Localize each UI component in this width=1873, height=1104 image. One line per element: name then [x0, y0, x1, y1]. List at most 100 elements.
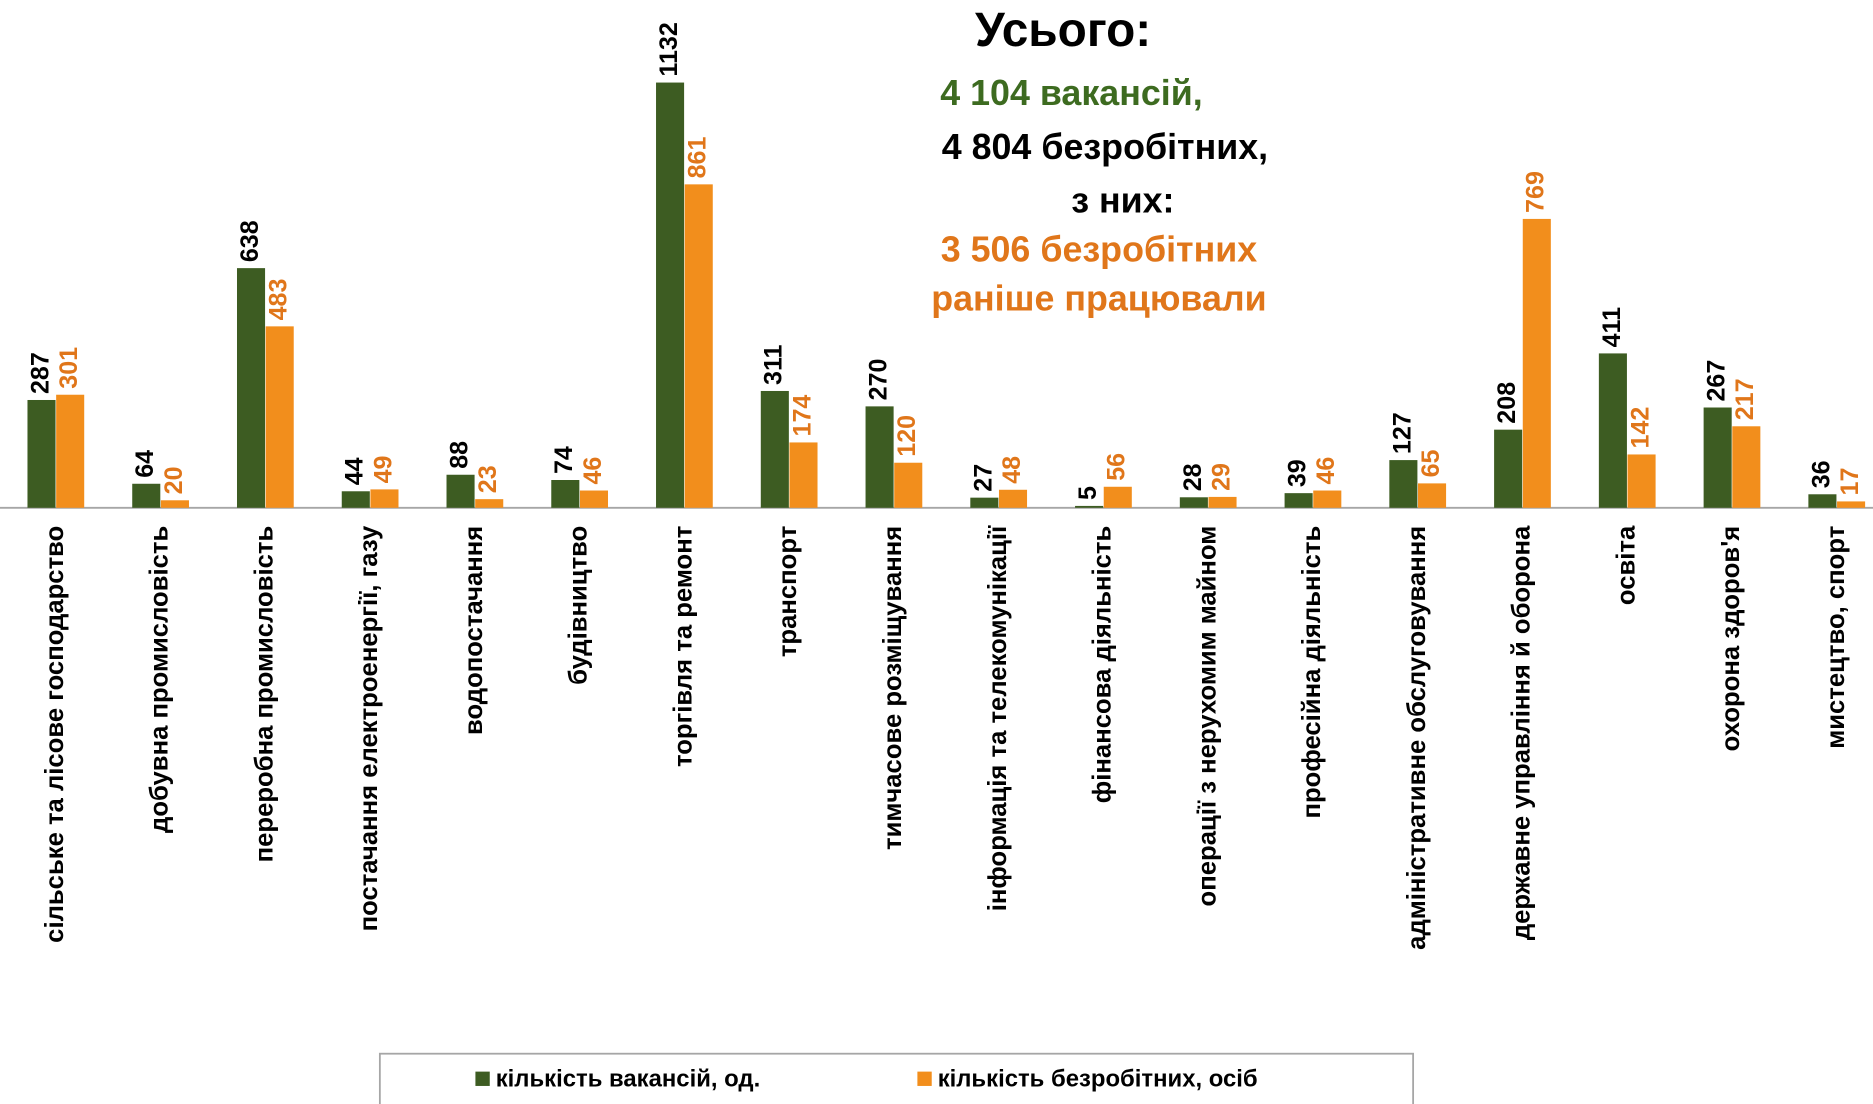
legend-box: [378, 1052, 1415, 1104]
x-tick-label: водопостачання: [460, 526, 488, 735]
x-tick-label: фінансова діяльність: [1089, 526, 1117, 803]
value-label: 74: [550, 446, 578, 474]
value-label: 28: [1179, 463, 1207, 491]
value-label: 48: [998, 456, 1026, 484]
x-tick-label: операції з нерухомим майном: [1193, 526, 1221, 907]
x-tick-label: інформація та телекомунікації: [984, 525, 1012, 911]
value-label: 174: [788, 395, 816, 437]
annotation: 4 104 вакансій,: [940, 73, 1202, 113]
x-tick-label: торгівля та ремонт: [669, 526, 697, 767]
x-tick-label: освіта: [1612, 525, 1640, 605]
x-tick-label: добувна промисловість: [146, 526, 174, 833]
bar: [865, 406, 894, 508]
x-tick-label: професійна діяльність: [1298, 526, 1326, 819]
value-label: 411: [1598, 307, 1626, 348]
annotation: раніше працювали: [931, 279, 1267, 319]
value-label: 49: [369, 455, 397, 483]
bar: [1418, 483, 1447, 508]
value-label: 27: [969, 464, 997, 492]
value-label: 127: [1388, 412, 1416, 454]
value-label: 56: [1103, 453, 1131, 481]
bar: [579, 490, 609, 508]
bar: [1494, 429, 1523, 508]
value-label: 29: [1207, 463, 1235, 491]
bar: [160, 500, 189, 508]
value-label: 301: [55, 347, 83, 389]
value-label: 17: [1836, 468, 1864, 496]
bar: [1313, 490, 1342, 508]
bar: [132, 483, 161, 508]
bar: [1522, 218, 1551, 508]
bar: [551, 480, 580, 508]
bar: [370, 489, 399, 508]
bar: [1389, 460, 1418, 508]
bar: [475, 499, 504, 508]
bar: [341, 491, 370, 508]
value-label: 36: [1807, 460, 1835, 488]
bar: [970, 497, 999, 508]
bar: [760, 390, 789, 508]
bar: [789, 442, 818, 508]
bar: [656, 82, 685, 508]
value-label: 270: [865, 359, 893, 401]
x-tick-label: сільське та лісове господарство: [41, 526, 69, 943]
value-label: 861: [684, 136, 712, 178]
annotation: з них:: [1071, 181, 1174, 221]
x-tick-label: постачання електроенергії, газу: [355, 525, 383, 931]
bar: [1598, 353, 1627, 508]
x-tick-label: мистецтво, спорт: [1822, 526, 1850, 749]
bar: [1179, 497, 1208, 508]
value-label: 638: [236, 220, 264, 262]
bar: [1732, 426, 1761, 508]
legend-marker: [475, 1071, 490, 1086]
value-label: 120: [893, 415, 921, 457]
value-label: 217: [1731, 378, 1759, 420]
value-label: 311: [760, 344, 788, 385]
bar: [27, 399, 56, 508]
value-label: 769: [1522, 171, 1550, 213]
bar: [1103, 486, 1132, 508]
annotation: 3 506 безробітних: [941, 230, 1258, 270]
bar: [446, 474, 475, 508]
legend-label: кількість безробітних, осіб: [938, 1065, 1258, 1092]
x-tick-label: охорона здоров'я: [1717, 526, 1745, 752]
bar: [998, 489, 1028, 508]
bar: [1284, 493, 1313, 508]
legend-label: кількість вакансій, од.: [496, 1065, 761, 1092]
value-label: 287: [26, 352, 54, 394]
bar: [1808, 494, 1837, 508]
bar: [1208, 496, 1237, 508]
value-label: 208: [1493, 382, 1521, 424]
value-label: 44: [341, 457, 369, 485]
value-label: 5: [1074, 486, 1102, 500]
bar: [265, 326, 294, 508]
value-label: 1132: [655, 22, 683, 76]
value-label: 64: [131, 450, 159, 478]
value-label: 46: [579, 457, 607, 485]
bar: [56, 394, 85, 508]
x-tick-label: адміністративне обслуговування: [1403, 526, 1431, 950]
value-label: 142: [1626, 407, 1654, 449]
value-label: 65: [1417, 449, 1445, 477]
value-label: 23: [474, 465, 502, 493]
bar: [1075, 505, 1104, 508]
bar: [1703, 407, 1732, 508]
annotation: Усього:: [975, 4, 1151, 57]
x-tick-label: переробна промисловість: [250, 526, 278, 863]
value-label: 20: [160, 466, 188, 494]
bar: [1627, 454, 1656, 508]
x-tick-label: транспорт: [774, 526, 802, 657]
x-tick-label: державне управління й оборона: [1508, 525, 1536, 940]
bar: [684, 184, 713, 508]
value-label: 267: [1703, 360, 1731, 402]
bar: [1837, 501, 1866, 508]
x-tick-label: будівництво: [565, 526, 593, 685]
bar: [894, 462, 923, 508]
bar: [236, 268, 266, 508]
value-label: 46: [1312, 457, 1340, 485]
annotation: 4 804 безробітних,: [942, 127, 1268, 167]
value-label: 39: [1284, 459, 1312, 487]
x-tick-label: тимчасове розміщування: [879, 526, 907, 850]
value-label: 483: [265, 278, 293, 320]
